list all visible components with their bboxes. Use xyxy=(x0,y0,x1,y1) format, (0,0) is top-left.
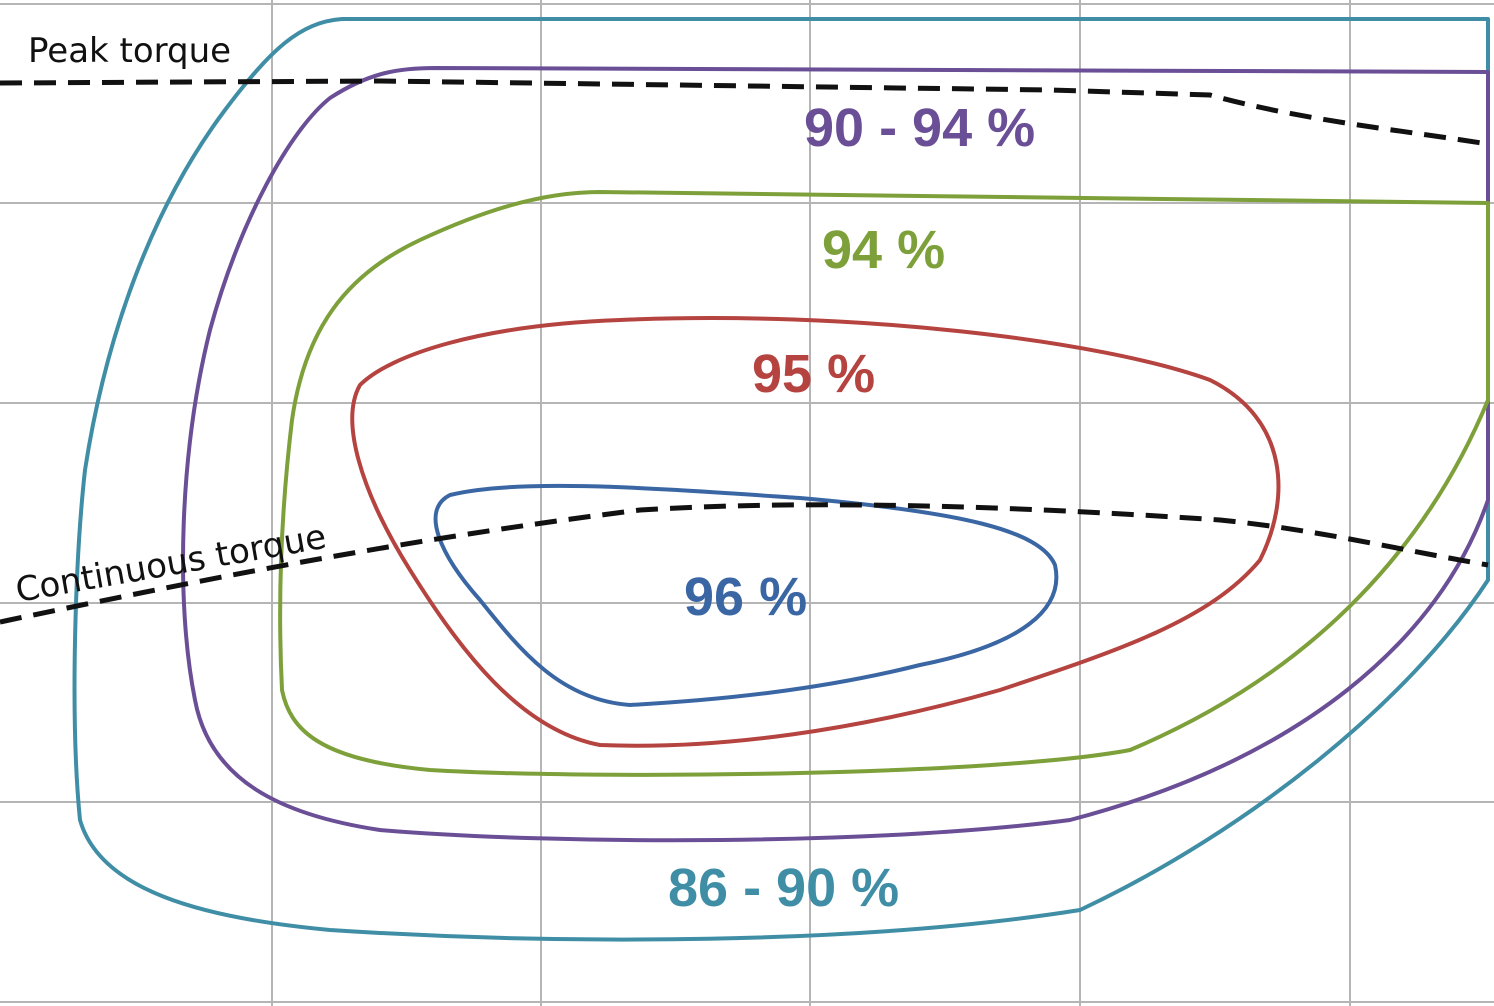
contour-90-94 xyxy=(181,66,1490,843)
chart-labels: 90 - 94 % 94 % 95 % 96 % 86 - 90 % Peak … xyxy=(13,31,1036,918)
contour-95 xyxy=(350,316,1281,748)
contour-94 xyxy=(278,190,1490,777)
efficiency-contours xyxy=(72,17,1490,942)
label-94: 94 % xyxy=(822,220,945,280)
contour-96 xyxy=(433,483,1059,707)
label-96: 96 % xyxy=(684,567,807,627)
peak-torque-line xyxy=(0,78,1489,147)
torque-curves xyxy=(0,78,1489,625)
label-95: 95 % xyxy=(752,344,875,404)
label-86-90: 86 - 90 % xyxy=(668,858,899,918)
contour-86-90 xyxy=(72,17,1490,942)
label-90-94: 90 - 94 % xyxy=(804,98,1035,158)
peak-torque-label: Peak torque xyxy=(28,31,231,71)
